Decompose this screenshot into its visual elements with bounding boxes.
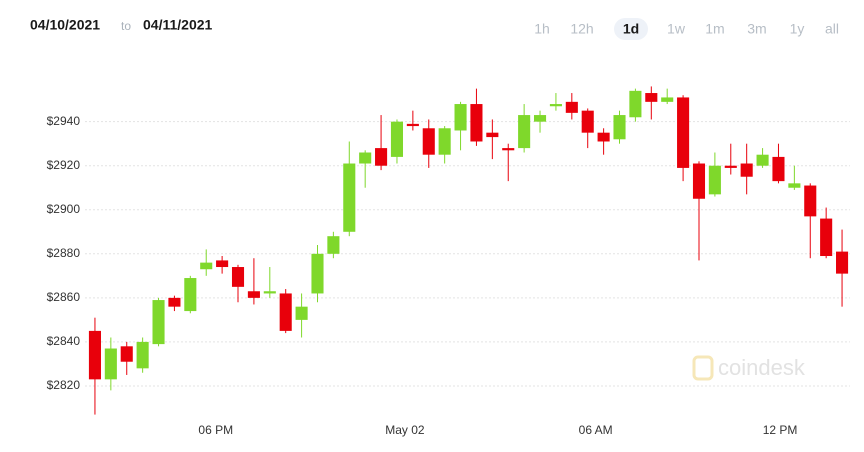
watermark-text: coindesk [718,355,806,380]
candle-body [724,165,737,168]
candle-body [613,115,626,140]
date-from: 04/10/2021 [30,17,100,33]
candle-body [629,90,642,118]
range-button[interactable]: 1h [534,21,550,37]
y-tick-label: $2940 [47,114,81,128]
range-active-bg [614,18,648,40]
candle-body [438,128,451,155]
range-button[interactable]: 1m [705,21,724,37]
candle-body [422,128,435,155]
candle-body [740,163,753,177]
candle-body [184,278,197,312]
candle-body [597,132,610,142]
candle-body [200,262,213,270]
candle-body [327,236,340,254]
range-button[interactable]: 12h [570,21,593,37]
candle-body [152,300,165,345]
candle-body [772,156,785,182]
candle-body [343,163,356,232]
candle-body [390,121,404,157]
range-button[interactable]: all [825,21,839,37]
candle-body [104,348,117,380]
y-tick-label: $2900 [47,202,81,216]
candle-body [804,185,817,217]
range-button[interactable]: 3m [747,21,766,37]
candle-body [120,346,133,362]
candle-body [295,306,308,320]
candle-body [518,115,531,149]
candle-body [486,132,499,138]
x-tick-label: May 02 [385,423,425,437]
x-tick-label: 06 AM [579,423,613,437]
range-button[interactable]: 1d [623,21,639,37]
candle-body [88,330,101,380]
candle-body [788,183,801,188]
candle-body [565,101,578,113]
x-tick-label: 12 PM [763,423,798,437]
candle-body [549,104,562,107]
candle-body [502,148,515,151]
candle-body [216,260,229,268]
candle-body [136,341,149,369]
candle-body [311,253,324,294]
range-button[interactable]: 1w [667,21,686,37]
candle-body [406,123,419,127]
candle-body [708,165,721,195]
candle-body [756,154,769,166]
watermark-icon [692,355,714,381]
y-tick-label: $2920 [47,158,81,172]
candle-body [247,291,260,298]
candle-body [692,163,706,199]
y-tick-label: $2820 [47,378,81,392]
candle-body [645,93,658,102]
candle-body [375,148,388,166]
candle-body [820,218,833,257]
y-tick-label: $2860 [47,290,81,304]
candle-body [677,97,690,168]
candle-body [359,152,372,164]
watermark: coindesk [692,355,806,381]
candle-body [231,267,245,287]
candle-body [263,291,276,294]
y-tick-label: $2840 [47,334,81,348]
candle-body [454,104,467,131]
range-button[interactable]: 1y [790,21,805,37]
candle-body [168,297,181,307]
candle-body [279,293,292,331]
y-tick-label: $2880 [47,246,81,260]
date-to: 04/11/2021 [143,17,213,33]
candle-body [581,110,594,133]
date-separator: to [121,19,131,33]
candle-body [661,97,674,102]
x-tick-label: 06 PM [198,423,233,437]
candle-body [470,104,483,142]
candle-body [836,251,849,274]
candle-body [533,115,547,122]
